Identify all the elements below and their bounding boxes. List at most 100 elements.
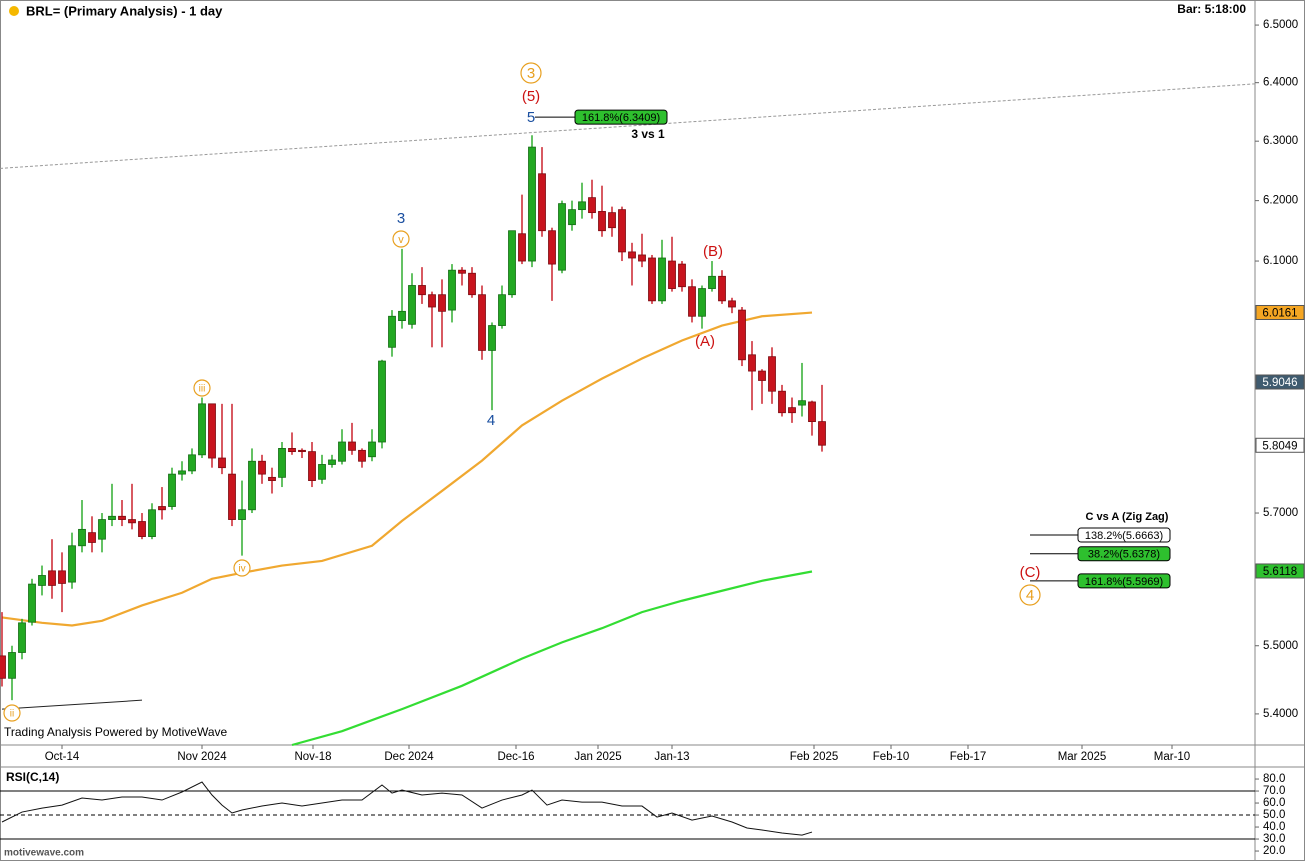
candle-body bbox=[468, 272, 476, 296]
candle-body bbox=[98, 519, 106, 540]
candle-body bbox=[228, 473, 236, 520]
candle-body bbox=[718, 275, 726, 302]
wave-label: (B) bbox=[703, 243, 723, 260]
wave-label: v bbox=[398, 234, 404, 246]
candle-body bbox=[528, 146, 536, 262]
price-flag-label: 6.0161 bbox=[1262, 308, 1297, 320]
candle-body bbox=[758, 370, 766, 381]
candle-body bbox=[278, 448, 286, 478]
y-tick-label: 5.4000 bbox=[1263, 708, 1298, 720]
wave-label: 3 bbox=[527, 65, 535, 82]
candle-body bbox=[398, 310, 406, 321]
candle-body bbox=[768, 356, 776, 392]
candle-body bbox=[188, 454, 196, 472]
x-tick-label: Feb-17 bbox=[950, 751, 986, 763]
fib-box bbox=[574, 109, 668, 125]
candle-body bbox=[28, 583, 36, 623]
candle-body bbox=[208, 403, 216, 459]
candle-body bbox=[788, 407, 796, 414]
candle-body bbox=[408, 285, 416, 325]
x-tick-label: Nov-18 bbox=[294, 751, 331, 763]
y-tick-label: 6.3000 bbox=[1263, 135, 1298, 147]
fib-box bbox=[1077, 527, 1171, 543]
x-tick-label: Jan-13 bbox=[654, 751, 689, 763]
price-flag bbox=[1255, 374, 1305, 390]
wave-label: (A) bbox=[695, 333, 715, 350]
y-tick-label: 50.0 bbox=[1263, 809, 1285, 821]
candle-body bbox=[338, 441, 346, 462]
candle-body bbox=[268, 476, 276, 481]
fib-label: 138.2%(5.6663) bbox=[1085, 530, 1163, 542]
y-tick-label: 20.0 bbox=[1263, 845, 1285, 857]
y-tick-label: 6.2000 bbox=[1263, 195, 1298, 207]
x-tick-label: Dec 2024 bbox=[384, 751, 434, 763]
fib-box bbox=[1077, 573, 1171, 589]
wave-label: 3 vs 1 bbox=[631, 127, 665, 141]
candle-body bbox=[568, 209, 576, 226]
y-tick-label: 40.0 bbox=[1263, 821, 1285, 833]
candle-body bbox=[258, 460, 266, 475]
candle-body bbox=[118, 515, 126, 520]
candle-body bbox=[308, 451, 316, 481]
wave-circle bbox=[1019, 584, 1041, 606]
candle-body bbox=[418, 285, 426, 296]
wave-label: ii bbox=[10, 709, 14, 720]
y-tick-label: 80.0 bbox=[1263, 773, 1285, 785]
wave-circle bbox=[520, 62, 542, 84]
fib-box bbox=[1077, 546, 1171, 562]
candle-body bbox=[358, 449, 366, 462]
x-tick-label: Dec-16 bbox=[497, 751, 534, 763]
wave-label: iii bbox=[199, 384, 206, 395]
candle-body bbox=[18, 622, 26, 653]
candle-body bbox=[58, 570, 66, 584]
candle-body bbox=[558, 203, 566, 271]
candle-body bbox=[428, 294, 436, 308]
candle-body bbox=[318, 464, 326, 480]
candle-body bbox=[628, 251, 636, 259]
candle-body bbox=[818, 421, 826, 446]
candle-body bbox=[138, 521, 146, 537]
candle-body bbox=[598, 211, 606, 232]
moving-average bbox=[291, 570, 813, 747]
price-flag-label: 5.9046 bbox=[1262, 377, 1297, 389]
wave-label: 4 bbox=[487, 412, 495, 429]
candle-body bbox=[608, 212, 616, 229]
candle-body bbox=[448, 269, 456, 311]
y-tick-label: 6.5000 bbox=[1263, 19, 1298, 31]
y-tick-label: 5.5000 bbox=[1263, 640, 1298, 652]
candle-body bbox=[78, 528, 86, 547]
candle-body bbox=[678, 263, 686, 288]
candle-body bbox=[8, 652, 16, 679]
y-tick-label: 6.1000 bbox=[1263, 255, 1298, 267]
x-tick-label: Mar-10 bbox=[1154, 751, 1190, 763]
wave-circle bbox=[392, 230, 410, 248]
candle-body bbox=[538, 173, 546, 232]
wave-label: C vs A (Zig Zag) bbox=[1086, 511, 1169, 523]
candle-body bbox=[518, 233, 526, 262]
candle-body bbox=[498, 294, 506, 326]
fib-label: 38.2%(5.6378) bbox=[1088, 549, 1160, 561]
candle-body bbox=[48, 570, 56, 586]
x-tick-label: Oct-14 bbox=[45, 751, 80, 763]
x-tick-label: Mar 2025 bbox=[1058, 751, 1107, 763]
candle-body bbox=[708, 275, 716, 289]
candle-body bbox=[128, 519, 136, 524]
candle-body bbox=[368, 441, 376, 458]
price-flag bbox=[1255, 563, 1305, 579]
price-flag bbox=[1255, 304, 1305, 320]
candle-body bbox=[88, 532, 96, 543]
fib-label: 161.8%(6.3409) bbox=[582, 112, 660, 124]
candle-body bbox=[218, 457, 226, 469]
legend-dot bbox=[9, 6, 19, 16]
candle-body bbox=[488, 325, 496, 351]
wave-label: 3 bbox=[397, 210, 405, 227]
wave-circle bbox=[233, 559, 251, 577]
fib-label: 161.8%(5.5969) bbox=[1085, 576, 1163, 588]
footer: motivewave.com bbox=[4, 848, 84, 859]
candle-body bbox=[238, 509, 246, 520]
candle-body bbox=[248, 460, 256, 511]
candle-body bbox=[68, 545, 76, 583]
candle-body bbox=[438, 294, 446, 312]
